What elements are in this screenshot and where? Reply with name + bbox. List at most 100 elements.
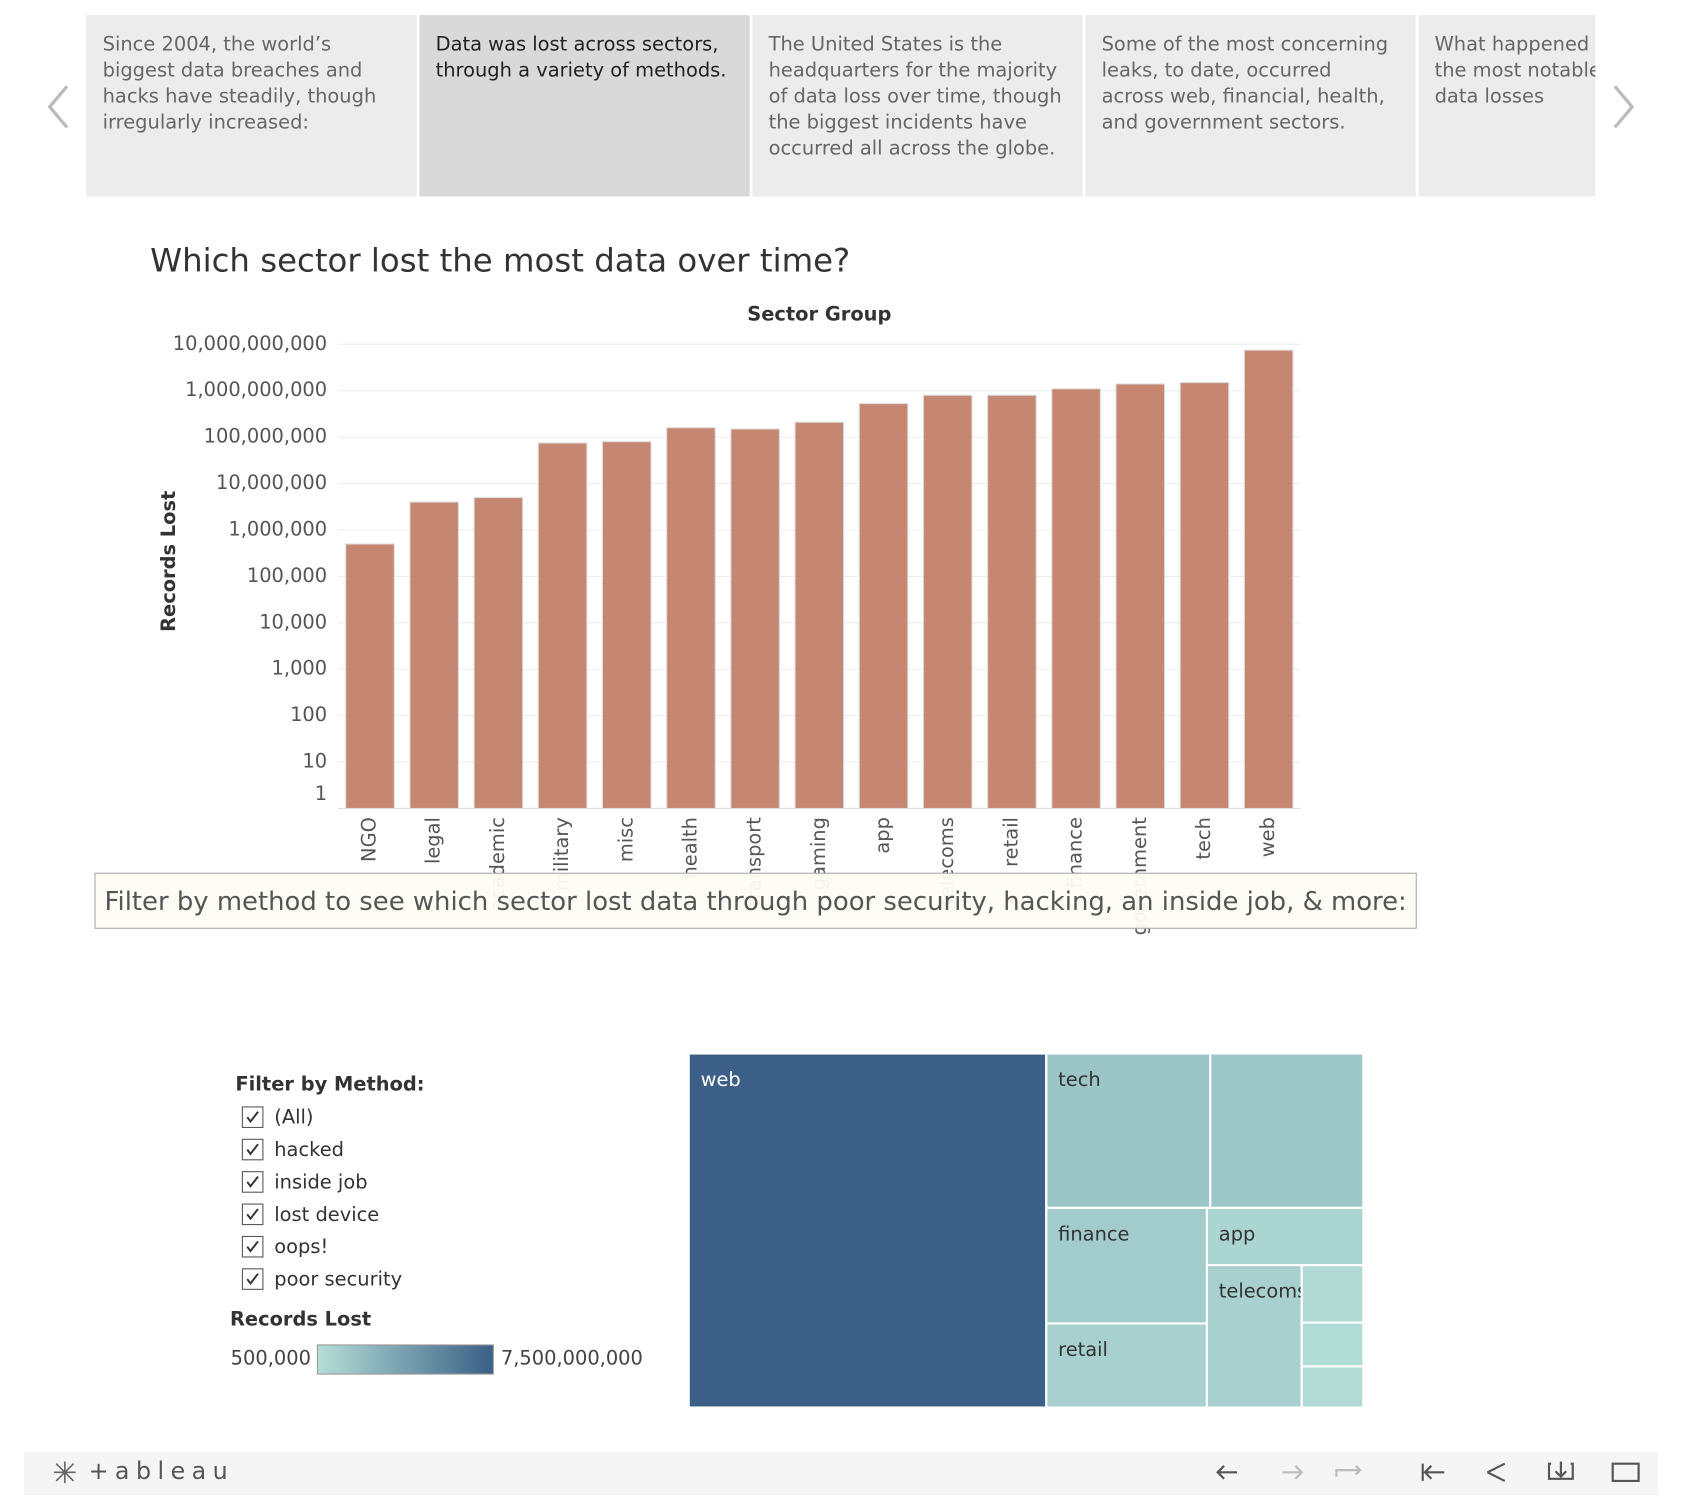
checkbox[interactable] xyxy=(241,1235,264,1258)
bar xyxy=(794,421,845,810)
y-tick-label: 1 xyxy=(315,782,327,805)
checkbox[interactable] xyxy=(241,1268,264,1290)
story-card[interactable] xyxy=(86,15,417,197)
undo[interactable] xyxy=(1216,1465,1238,1480)
bar xyxy=(601,441,652,810)
toolbar xyxy=(23,1451,1659,1495)
y-tick-label: 10,000,000 xyxy=(216,471,327,494)
treemap-cell[interactable] xyxy=(1045,1052,1212,1209)
story-card[interactable] xyxy=(752,15,1083,197)
story-card-text: Some of the most concerning leaks, to da… xyxy=(1101,33,1389,134)
bar xyxy=(730,428,780,810)
filter-option-label[interactable]: (All) xyxy=(274,1105,314,1129)
chart-title: Which sector lost the most data over tim… xyxy=(150,241,850,279)
x-tick-label: finance xyxy=(1064,817,1087,888)
x-axis-title: Sector Group xyxy=(747,303,891,326)
treemap-cell[interactable] xyxy=(1300,1321,1365,1368)
next-arrow[interactable] xyxy=(1613,85,1635,129)
bar xyxy=(858,403,909,810)
filter-option-label[interactable]: hacked xyxy=(274,1138,344,1161)
x-tick-label: web xyxy=(1256,817,1279,857)
x-tick-label: gaming xyxy=(807,817,830,890)
treemap-cell[interactable] xyxy=(1209,1052,1365,1209)
story-card[interactable] xyxy=(1418,15,1596,197)
y-tick-label: 100,000 xyxy=(247,564,327,587)
x-tick-label: misc xyxy=(614,817,637,862)
bar xyxy=(473,497,524,810)
bar xyxy=(345,543,395,810)
story-card-text: Data was lost across sectors, through a … xyxy=(435,33,727,83)
treemap-cell[interactable] xyxy=(1045,1322,1209,1409)
bar xyxy=(409,501,460,810)
download[interactable] xyxy=(1547,1461,1574,1480)
check xyxy=(246,1240,259,1253)
share[interactable] xyxy=(1486,1462,1506,1482)
y-tick-label: 1,000 xyxy=(272,657,328,680)
x-tick-label: legal xyxy=(422,817,445,864)
checkbox[interactable] xyxy=(241,1171,264,1193)
y-tick-label: 10,000 xyxy=(259,610,327,633)
treemap-cell[interactable] xyxy=(1205,1264,1303,1409)
filter-option[interactable]: hacked xyxy=(235,1133,559,1165)
treemap-label: app xyxy=(1219,1222,1256,1245)
bar xyxy=(922,394,973,810)
legend-min: 500,000 xyxy=(231,1346,311,1369)
filter-option[interactable]: poor security xyxy=(235,1263,559,1295)
story-card-text-box: What happened to some of the most notabl… xyxy=(1434,33,1596,108)
bar xyxy=(537,442,588,810)
filter-option-label[interactable]: lost device xyxy=(274,1202,380,1226)
y-tick-label: 1,000,000 xyxy=(228,517,327,540)
story-card[interactable] xyxy=(1085,15,1416,197)
story-card[interactable] xyxy=(419,15,750,197)
first[interactable] xyxy=(1421,1463,1445,1481)
treemap-cell[interactable] xyxy=(1300,1264,1365,1324)
treemap-cell[interactable] xyxy=(1205,1206,1365,1267)
filter-note: Filter by method to see which sector los… xyxy=(105,887,1407,917)
story-card-text: The United States is the headquarters fo… xyxy=(768,33,1062,160)
bar xyxy=(1051,388,1101,810)
filter-option[interactable]: oops! xyxy=(235,1231,559,1263)
treemap-cell[interactable] xyxy=(1300,1365,1365,1409)
x-tick-label: tech xyxy=(1192,817,1215,860)
legend-gradient xyxy=(316,1344,494,1375)
y-tick-label: 100 xyxy=(290,703,327,726)
story-card-text-box: Some of the most concerning leaks, to da… xyxy=(1101,33,1389,134)
y-tick-label: 1,000,000,000 xyxy=(185,378,327,401)
redo[interactable] xyxy=(1282,1465,1304,1480)
x-tick-label: NGO xyxy=(358,817,381,862)
legend-max: 7,500,000,000 xyxy=(501,1346,643,1369)
filter-title: Filter by Method: xyxy=(235,1072,424,1095)
filter-option-label[interactable]: poor security xyxy=(274,1267,403,1291)
story-card-text: What happened to some of the most notabl… xyxy=(1434,33,1596,108)
fullscreen[interactable] xyxy=(1611,1462,1640,1483)
story-card-text-box: Data was lost across sectors, through a … xyxy=(435,33,727,83)
check xyxy=(246,1208,259,1221)
story-card-text: Since 2004, the world’s biggest data bre… xyxy=(102,33,377,134)
treemap-cell[interactable] xyxy=(1045,1206,1209,1325)
tableau-logo: +ableau xyxy=(89,1457,235,1485)
check xyxy=(246,1143,259,1156)
filter-option-label[interactable]: oops! xyxy=(274,1235,329,1259)
filter-option[interactable]: lost device xyxy=(235,1198,559,1230)
treemap-label: web xyxy=(701,1068,741,1091)
filter-list: (All) hacked inside job lost device oops! poo… xyxy=(235,1101,559,1295)
bar xyxy=(1179,382,1230,810)
checkbox[interactable] xyxy=(241,1106,264,1128)
bar xyxy=(666,427,716,810)
y-axis-title: Records Lost xyxy=(157,491,180,632)
revert[interactable] xyxy=(1335,1465,1362,1477)
x-tick-label: health xyxy=(678,817,701,878)
filter-option[interactable]: (All) xyxy=(235,1101,559,1133)
treemap-cell[interactable] xyxy=(687,1052,1048,1409)
checkbox[interactable] xyxy=(241,1138,264,1161)
treemap-label: retail xyxy=(1058,1338,1108,1361)
story-card-text-box: The United States is the headquarters fo… xyxy=(768,33,1062,160)
filter-option-label[interactable]: inside job xyxy=(274,1170,368,1194)
y-tick-label: 10,000,000,000 xyxy=(173,332,327,355)
x-tick-label: military xyxy=(550,817,573,891)
filter-option[interactable]: inside job xyxy=(235,1166,559,1198)
prev-arrow[interactable] xyxy=(47,85,69,129)
filter-note-box xyxy=(94,872,1417,929)
checkbox[interactable] xyxy=(241,1203,264,1226)
